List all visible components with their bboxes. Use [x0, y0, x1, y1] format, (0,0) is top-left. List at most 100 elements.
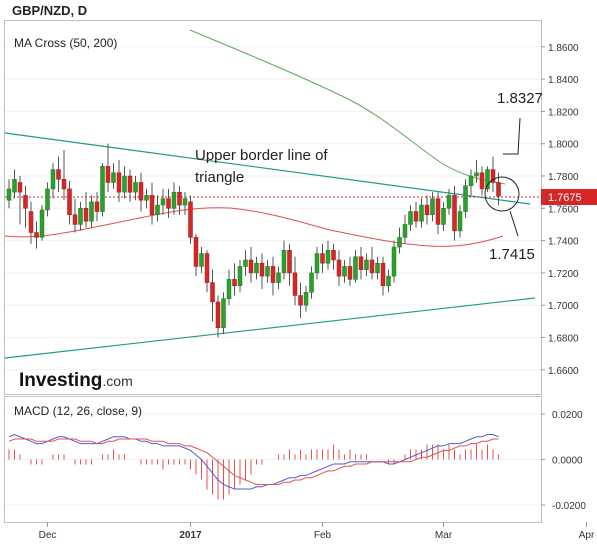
candle-body	[474, 172, 479, 177]
candle-body	[287, 250, 292, 274]
candle-body	[182, 198, 188, 206]
candle-body	[424, 204, 430, 216]
candle-body	[446, 195, 452, 209]
candle-body	[215, 301, 221, 329]
candle-body	[380, 262, 386, 287]
candle-body	[457, 211, 463, 232]
price-tick-label: 1.7000	[548, 301, 579, 312]
candle-body	[232, 279, 237, 287]
candle-body	[452, 195, 457, 232]
candle-body	[94, 201, 100, 212]
candle-body	[171, 191, 177, 209]
price-tick-label: 1.8600	[548, 43, 579, 54]
candle-body	[413, 211, 419, 222]
candle-body	[61, 178, 67, 190]
macd-label: MACD (12, 26, close, 9)	[14, 404, 142, 418]
x-tick-label: 2017	[179, 530, 202, 541]
upper-border-label-line2: triangle	[195, 169, 244, 186]
low-level-label: 1.7415	[489, 246, 535, 263]
candle-body	[298, 295, 303, 306]
candle-body	[177, 191, 182, 206]
candle-body	[347, 266, 353, 280]
candle-body	[353, 256, 358, 280]
price-tag	[541, 189, 597, 205]
x-tick-label: Apr	[579, 530, 595, 541]
candle-body	[375, 262, 380, 274]
candle-body	[199, 253, 204, 267]
candle-body	[336, 259, 342, 277]
macd-axis: 0.0200 0.0000 -0.0200	[5, 410, 586, 512]
candle-body	[364, 259, 369, 270]
macd-tick-label: -0.0200	[552, 501, 586, 512]
price-tick-label: 1.7200	[548, 269, 579, 280]
macd-histogram	[8, 444, 499, 500]
candle-body	[28, 211, 34, 233]
candle-body	[204, 253, 210, 283]
upper-triangle-line	[4, 132, 531, 205]
candle-body	[309, 272, 314, 293]
candle-body	[122, 175, 127, 193]
price-panel-border	[4, 20, 542, 395]
candle-body	[50, 169, 56, 190]
candle-body	[419, 204, 424, 222]
candle-body	[226, 279, 232, 299]
candle-body	[320, 253, 325, 264]
indicator-label: MA Cross (50, 200)	[14, 36, 117, 50]
candle-body	[149, 195, 155, 216]
candle-body	[342, 266, 347, 277]
price-tick-label: 1.8000	[548, 140, 579, 151]
candle-body	[358, 256, 364, 270]
signal-line	[8, 438, 499, 485]
candle-body	[100, 166, 105, 212]
candle-body	[67, 188, 72, 216]
ma200-line	[189, 29, 506, 185]
low-pointer	[509, 210, 519, 237]
candle-body	[138, 182, 144, 201]
candle-body	[479, 172, 485, 190]
candle-body	[12, 178, 17, 193]
candle-body	[105, 166, 111, 183]
candle-body	[89, 201, 94, 222]
candle-body	[430, 198, 435, 216]
price-tick-label: 1.6600	[548, 366, 579, 377]
candle-body	[56, 169, 61, 180]
candle-body	[248, 259, 254, 274]
candle-body	[276, 272, 281, 283]
candle-body	[45, 188, 50, 211]
price-tick-label: 1.8200	[548, 107, 579, 118]
x-tick-label: Dec	[39, 530, 57, 541]
candle-body	[490, 169, 496, 183]
high-pointer	[503, 117, 521, 155]
candle-body	[127, 175, 133, 193]
candle-body	[210, 282, 215, 303]
price-tick-label: 1.7400	[548, 237, 579, 248]
candle-body	[17, 182, 23, 193]
candlesticks	[6, 143, 501, 338]
upper-border-label-line1: Upper border line of	[195, 147, 328, 164]
candle-body	[325, 250, 331, 264]
chart-title: GBP/NZD, D	[12, 3, 87, 18]
candle-body	[441, 208, 446, 225]
candle-body	[111, 172, 116, 183]
x-tick-label: Feb	[314, 530, 332, 541]
candle-body	[144, 195, 149, 201]
candle-body	[331, 250, 336, 261]
candle-body	[281, 250, 287, 274]
highlight-circle	[484, 176, 520, 212]
candle-body	[259, 262, 265, 277]
investing-logo: Investing.com	[19, 370, 133, 391]
candle-body	[166, 198, 171, 209]
candle-body	[155, 204, 160, 216]
candle-body	[270, 266, 276, 283]
macd-tick-label: 0.0000	[552, 456, 583, 467]
price-tick-label: 1.7600	[548, 204, 579, 215]
x-axis: Dec 2017 Feb Mar Apr	[39, 522, 595, 541]
price-axis: 1.6600 1.6800 1.7000 1.7200 1.7400 1.7600 1.78…	[5, 43, 579, 377]
candle-body	[116, 172, 122, 193]
candle-body	[83, 208, 89, 222]
candle-body	[34, 232, 39, 238]
macd-line	[8, 433, 499, 490]
candle-body	[39, 209, 45, 238]
